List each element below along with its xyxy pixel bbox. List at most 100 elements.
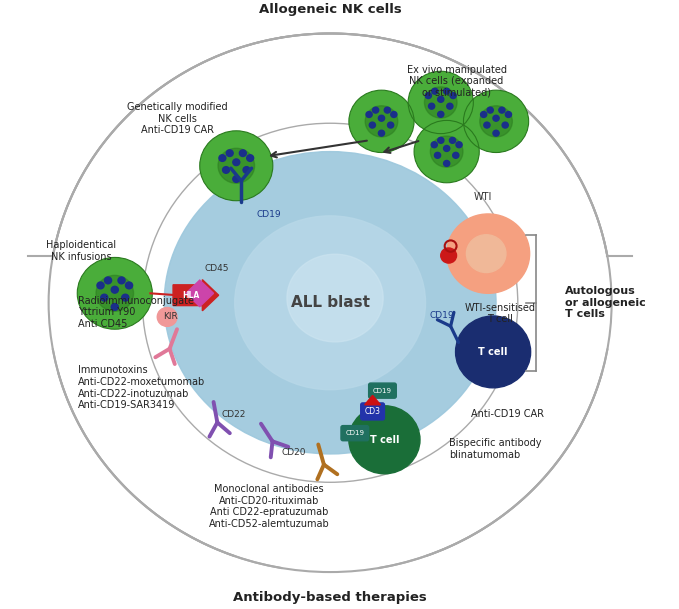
Circle shape: [391, 111, 397, 118]
Text: Allogeneic NK cells: Allogeneic NK cells: [259, 4, 401, 16]
Circle shape: [456, 142, 462, 148]
Circle shape: [122, 294, 129, 301]
Text: Ex vivo manipulated
NK cells (expanded
or stimulated): Ex vivo manipulated NK cells (expanded o…: [407, 65, 507, 98]
Circle shape: [240, 150, 246, 157]
Circle shape: [111, 286, 118, 293]
Circle shape: [425, 93, 431, 99]
Circle shape: [105, 277, 111, 284]
FancyBboxPatch shape: [369, 383, 397, 398]
Circle shape: [450, 93, 456, 99]
Text: CD19: CD19: [256, 210, 280, 219]
Circle shape: [481, 111, 487, 118]
Text: Monoclonal antibodies
Anti-CD20-rituximab
Anti CD22-epratuzumab
Anti-CD52-alemtu: Monoclonal antibodies Anti-CD20-rituxima…: [208, 484, 329, 529]
Circle shape: [219, 155, 226, 161]
Circle shape: [384, 107, 390, 113]
Circle shape: [487, 107, 493, 113]
Circle shape: [226, 150, 233, 157]
Circle shape: [499, 107, 505, 113]
Circle shape: [438, 111, 444, 118]
Circle shape: [349, 90, 414, 152]
Circle shape: [456, 316, 530, 388]
Text: CD3: CD3: [365, 407, 381, 416]
FancyBboxPatch shape: [341, 426, 369, 441]
Circle shape: [369, 122, 375, 128]
Circle shape: [430, 136, 463, 167]
Circle shape: [466, 234, 506, 273]
Text: Antibody-based therapies: Antibody-based therapies: [234, 591, 427, 604]
Circle shape: [493, 130, 499, 136]
Ellipse shape: [235, 216, 426, 390]
Circle shape: [365, 106, 398, 137]
Ellipse shape: [287, 254, 383, 342]
Circle shape: [438, 138, 444, 143]
Circle shape: [505, 111, 511, 118]
Text: HLA: HLA: [182, 290, 200, 300]
Circle shape: [443, 88, 449, 94]
Circle shape: [373, 107, 379, 113]
Circle shape: [77, 258, 152, 329]
Circle shape: [480, 106, 513, 137]
Text: T cell: T cell: [478, 347, 508, 357]
Circle shape: [100, 294, 108, 301]
Text: CD19: CD19: [429, 311, 454, 320]
Text: CD19: CD19: [346, 430, 365, 436]
Circle shape: [493, 115, 499, 121]
Text: CD22: CD22: [221, 410, 246, 419]
Circle shape: [441, 248, 456, 263]
Circle shape: [200, 131, 273, 201]
FancyBboxPatch shape: [173, 280, 219, 311]
Text: KIR: KIR: [163, 312, 177, 321]
Circle shape: [438, 96, 444, 102]
Text: Anti-CD19 CAR: Anti-CD19 CAR: [471, 409, 545, 418]
Text: CD45: CD45: [204, 264, 230, 273]
Circle shape: [223, 167, 230, 174]
Circle shape: [111, 303, 118, 311]
Circle shape: [449, 138, 456, 143]
Circle shape: [349, 406, 420, 474]
Circle shape: [378, 115, 384, 121]
Circle shape: [453, 152, 459, 158]
Circle shape: [414, 121, 479, 183]
Circle shape: [428, 104, 435, 109]
Text: Haploidentical
NK infusions: Haploidentical NK infusions: [46, 240, 116, 262]
Circle shape: [435, 152, 441, 158]
Circle shape: [246, 155, 254, 161]
Circle shape: [484, 122, 490, 128]
Circle shape: [424, 87, 457, 118]
Polygon shape: [186, 280, 214, 306]
Circle shape: [97, 282, 104, 289]
Text: CD20: CD20: [282, 448, 306, 457]
Text: ALL blast: ALL blast: [291, 295, 369, 310]
Circle shape: [378, 130, 384, 136]
Circle shape: [447, 104, 453, 109]
Circle shape: [126, 282, 132, 289]
Circle shape: [243, 167, 250, 174]
Circle shape: [408, 71, 473, 133]
Circle shape: [431, 142, 437, 148]
Circle shape: [464, 90, 529, 152]
Circle shape: [432, 88, 438, 94]
Circle shape: [218, 148, 255, 183]
Circle shape: [447, 214, 530, 294]
Text: WTI-sensitised
T cell: WTI-sensitised T cell: [464, 303, 536, 325]
Ellipse shape: [164, 152, 496, 454]
Circle shape: [388, 122, 394, 128]
Text: CD19: CD19: [373, 388, 392, 393]
Text: Autologous
or allogeneic
T cells: Autologous or allogeneic T cells: [565, 286, 646, 319]
Text: Radioimmunoconjugate
Yttrium Y90
Anti CD45: Radioimmunoconjugate Yttrium Y90 Anti CD…: [78, 295, 194, 329]
Polygon shape: [365, 395, 380, 405]
Text: Immunotoxins
Anti-CD22-moxetumomab
Anti-CD22-inotuzumab
Anti-CD19-SAR3419: Immunotoxins Anti-CD22-moxetumomab Anti-…: [78, 365, 206, 410]
Circle shape: [96, 275, 134, 311]
Circle shape: [443, 146, 449, 152]
Text: WTI: WTI: [474, 192, 492, 202]
Text: Bispecific antibody
blinatumomab: Bispecific antibody blinatumomab: [449, 438, 541, 460]
Circle shape: [158, 308, 177, 326]
Circle shape: [233, 176, 240, 182]
Circle shape: [502, 122, 509, 128]
FancyBboxPatch shape: [361, 403, 384, 420]
Text: T cell: T cell: [369, 435, 399, 445]
Circle shape: [443, 161, 449, 166]
Text: Genetically modified
NK cells
Anti-CD19 CAR: Genetically modified NK cells Anti-CD19 …: [127, 102, 227, 135]
Circle shape: [118, 277, 125, 284]
Circle shape: [233, 159, 240, 166]
